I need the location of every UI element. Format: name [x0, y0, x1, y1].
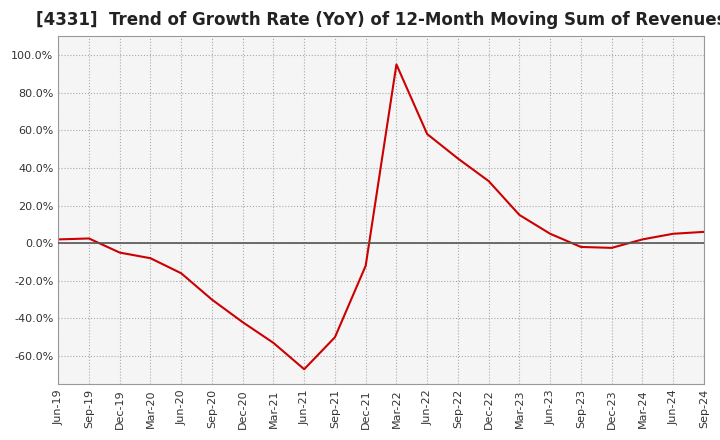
Title: [4331]  Trend of Growth Rate (YoY) of 12-Month Moving Sum of Revenues: [4331] Trend of Growth Rate (YoY) of 12-…	[36, 11, 720, 29]
